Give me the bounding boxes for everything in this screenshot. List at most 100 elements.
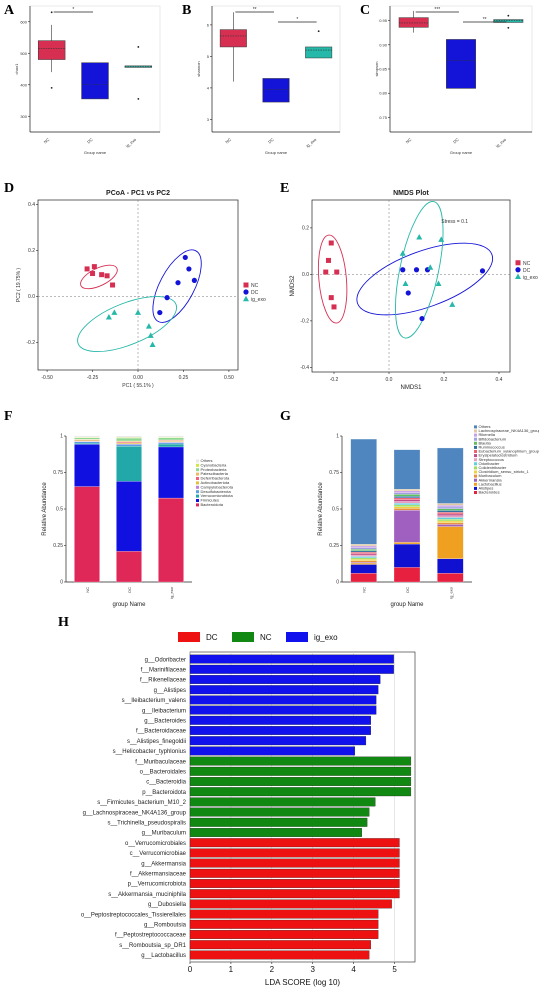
lda-bar	[189, 838, 400, 848]
box-body	[398, 17, 429, 28]
lda-bar	[189, 817, 368, 827]
taxon-label: g__Lachnospiraceae_NK4A136_group	[83, 810, 187, 816]
legend-swatch	[474, 462, 477, 466]
stack-segment	[393, 567, 421, 583]
x-tick-label: ig_exo	[125, 136, 138, 148]
lda-bar	[189, 868, 400, 878]
lda-bar	[189, 777, 412, 786]
legend-label: Cyanobacteria	[201, 462, 228, 467]
legend-swatch	[474, 478, 477, 482]
y-tick-label: 300	[20, 114, 27, 119]
stack-segment	[116, 551, 142, 583]
lda-bar	[189, 899, 392, 909]
legend-label: Streptococcus	[479, 457, 504, 462]
stack-segment	[393, 543, 421, 568]
y-tick-label: -0.2	[300, 318, 309, 324]
outlier	[50, 11, 53, 14]
lda-bar	[189, 950, 370, 960]
stacked-bar-g: 0 0.25 0.5 0.75 1 Relative Abundance group Nam…	[318, 424, 539, 608]
taxon-label: f__Akkermansiaceae	[130, 872, 187, 878]
x-tick-label: 0.00	[133, 375, 143, 381]
x-tick-label: ig_exo	[169, 586, 174, 599]
box-body	[493, 19, 524, 23]
lda-bar	[189, 695, 377, 705]
legend-label: Proteobacteria	[201, 467, 228, 472]
x-axis-label: LDA SCORE (log 10)	[265, 978, 340, 987]
stack-segment	[393, 494, 421, 497]
data-point	[326, 257, 331, 263]
stack-segment	[393, 492, 421, 495]
taxon-label: s__Helicobacter_typhlonius	[113, 749, 186, 755]
lda-bar	[189, 654, 394, 664]
data-point	[110, 282, 116, 288]
significance-label: **	[483, 17, 487, 23]
legend-label: Blautia	[479, 440, 492, 445]
y-tick-label: 0.85	[379, 67, 388, 72]
x-axis-label: group Name	[390, 602, 424, 608]
box-body	[262, 78, 290, 103]
y-tick-label: 0.2	[28, 248, 35, 254]
data-point	[243, 282, 249, 288]
stack-segment	[393, 449, 421, 490]
stack-column-ig_exo	[158, 435, 184, 583]
stack-segment	[393, 542, 421, 545]
lda-bar	[189, 797, 376, 807]
outlier	[507, 14, 510, 17]
confidence-ellipse	[356, 242, 494, 316]
stacked-bar-f: 0 0.25 0.5 0.75 1 Relative Abundance group Nam…	[42, 434, 234, 608]
legend-swatch	[474, 486, 477, 490]
stack-column-DC	[393, 449, 421, 583]
taxon-label: c__Bacteroidia	[146, 780, 186, 786]
x-tick-label: -0.2	[330, 377, 339, 383]
confidence-ellipse	[317, 234, 348, 324]
legend-label: Eubacterium_xylanophilum_group	[479, 449, 539, 454]
stack-segment	[158, 435, 184, 438]
legend-swatch	[474, 437, 477, 441]
x-tick-label: NC	[224, 137, 232, 145]
stack-segment	[116, 442, 142, 445]
data-point	[243, 289, 249, 295]
box-NC	[219, 12, 247, 82]
stack-segment	[116, 440, 142, 442]
taxon-label: f__Peptostreptococcaceae	[115, 933, 187, 939]
series-NC	[84, 264, 116, 288]
panel-label-c: C	[360, 3, 370, 18]
legend-label: Campylobacterota	[201, 484, 234, 489]
stack-segment	[350, 438, 377, 545]
stack-segment	[437, 558, 464, 574]
data-point	[479, 268, 486, 274]
stack-segment	[393, 510, 421, 543]
taxon-label: s__Ileibacterium_valens	[122, 698, 186, 704]
taxon-label: s__Alistipes_finegoldii	[127, 739, 186, 745]
x-tick-label: -0.50	[41, 375, 53, 381]
legend-swatch	[474, 425, 477, 429]
stack-segment	[437, 508, 464, 511]
stack-segment	[116, 444, 142, 447]
taxon-label: p__Bacteroidota	[142, 790, 186, 796]
stack-segment	[158, 443, 184, 448]
x-axis-label: PC1 ( 55.1% )	[122, 383, 154, 389]
x-tick-label: 5	[392, 965, 397, 974]
legend-swatch	[474, 450, 477, 453]
y-tick-label: 0.75	[53, 470, 63, 476]
x-axis-label: Group name	[450, 150, 473, 155]
taxon-label: g__Odoribacter	[145, 657, 186, 663]
taxon-label: c__Verrucomicrobiae	[130, 851, 187, 857]
legend-swatch	[178, 632, 200, 642]
stack-segment	[393, 490, 421, 493]
outlier	[317, 30, 320, 33]
lda-bar	[189, 705, 377, 715]
legend-swatch	[474, 441, 477, 445]
legend-label: Muribaculum	[479, 473, 503, 478]
outlier	[137, 46, 140, 48]
panel-label-d: D	[4, 181, 14, 196]
x-tick-label: DC	[86, 137, 94, 145]
y-axis-label: PC2 ( 19.75% )	[16, 268, 22, 303]
data-point	[515, 260, 521, 266]
lda-bar	[189, 675, 381, 684]
y-tick-label: 0.0	[28, 294, 35, 300]
data-point	[91, 264, 97, 270]
legend-swatch	[474, 429, 477, 433]
legend-swatch	[196, 468, 199, 472]
